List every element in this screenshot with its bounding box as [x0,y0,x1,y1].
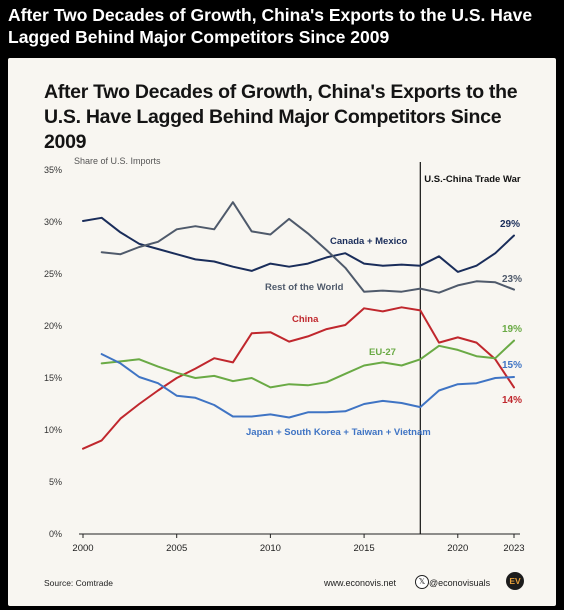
x-tick-label: 2020 [447,543,468,554]
y-tick-label: 30% [44,217,62,227]
y-axis-label: Share of U.S. Imports [74,156,161,166]
x-tick-label: 2023 [503,543,524,554]
end-label-0: 29% [500,219,520,230]
series-line-4 [100,353,515,419]
y-tick-label: 35% [44,165,62,175]
footer-source: Source: Comtrade [44,578,113,588]
footer-handle[interactable]: @econovisuals [429,578,491,588]
end-label-1: 23% [502,274,522,285]
y-tick-label: 5% [49,477,62,487]
series-line-2 [82,306,515,450]
chart-card: After Two Decades of Growth, China's Exp… [8,58,556,606]
y-tick-label: 20% [44,321,62,331]
end-label-2: 14% [502,395,522,406]
series-line-3 [100,339,515,389]
footer-website[interactable]: www.econovis.net [324,578,397,588]
x-tick-label: 2005 [166,543,187,554]
econovis-logo: EV [506,572,524,590]
post-title: After Two Decades of Growth, China's Exp… [8,5,533,47]
series-label-1: Rest of the World [265,282,344,293]
x-tick-label: 2000 [72,543,93,554]
series-label-2: China [292,314,319,325]
y-tick-label: 10% [44,425,62,435]
chart-title: After Two Decades of Growth, China's Exp… [44,81,518,153]
x-logo-icon: 𝕏 [415,575,429,589]
x-tick-label: 2010 [260,543,281,554]
series-label-0: Canada + Mexico [330,236,408,247]
x-tick-label: 2015 [354,543,375,554]
line-chart: Share of U.S. Imports 0% 5% 10% 15% 20% 25% 30%… [44,156,525,554]
y-tick-label: 25% [44,269,62,279]
y-tick-label: 0% [49,529,62,539]
series-label-4: Japan + South Korea + Taiwan + Vietnam [246,427,431,438]
series-label-3: EU-27 [369,347,396,358]
end-label-3: 19% [502,324,522,335]
trade-war-label: U.S.-China Trade War [424,174,521,185]
end-label-4: 15% [502,360,522,371]
series-line-0 [82,216,515,273]
y-tick-label: 15% [44,373,62,383]
series-line-1 [100,201,515,294]
